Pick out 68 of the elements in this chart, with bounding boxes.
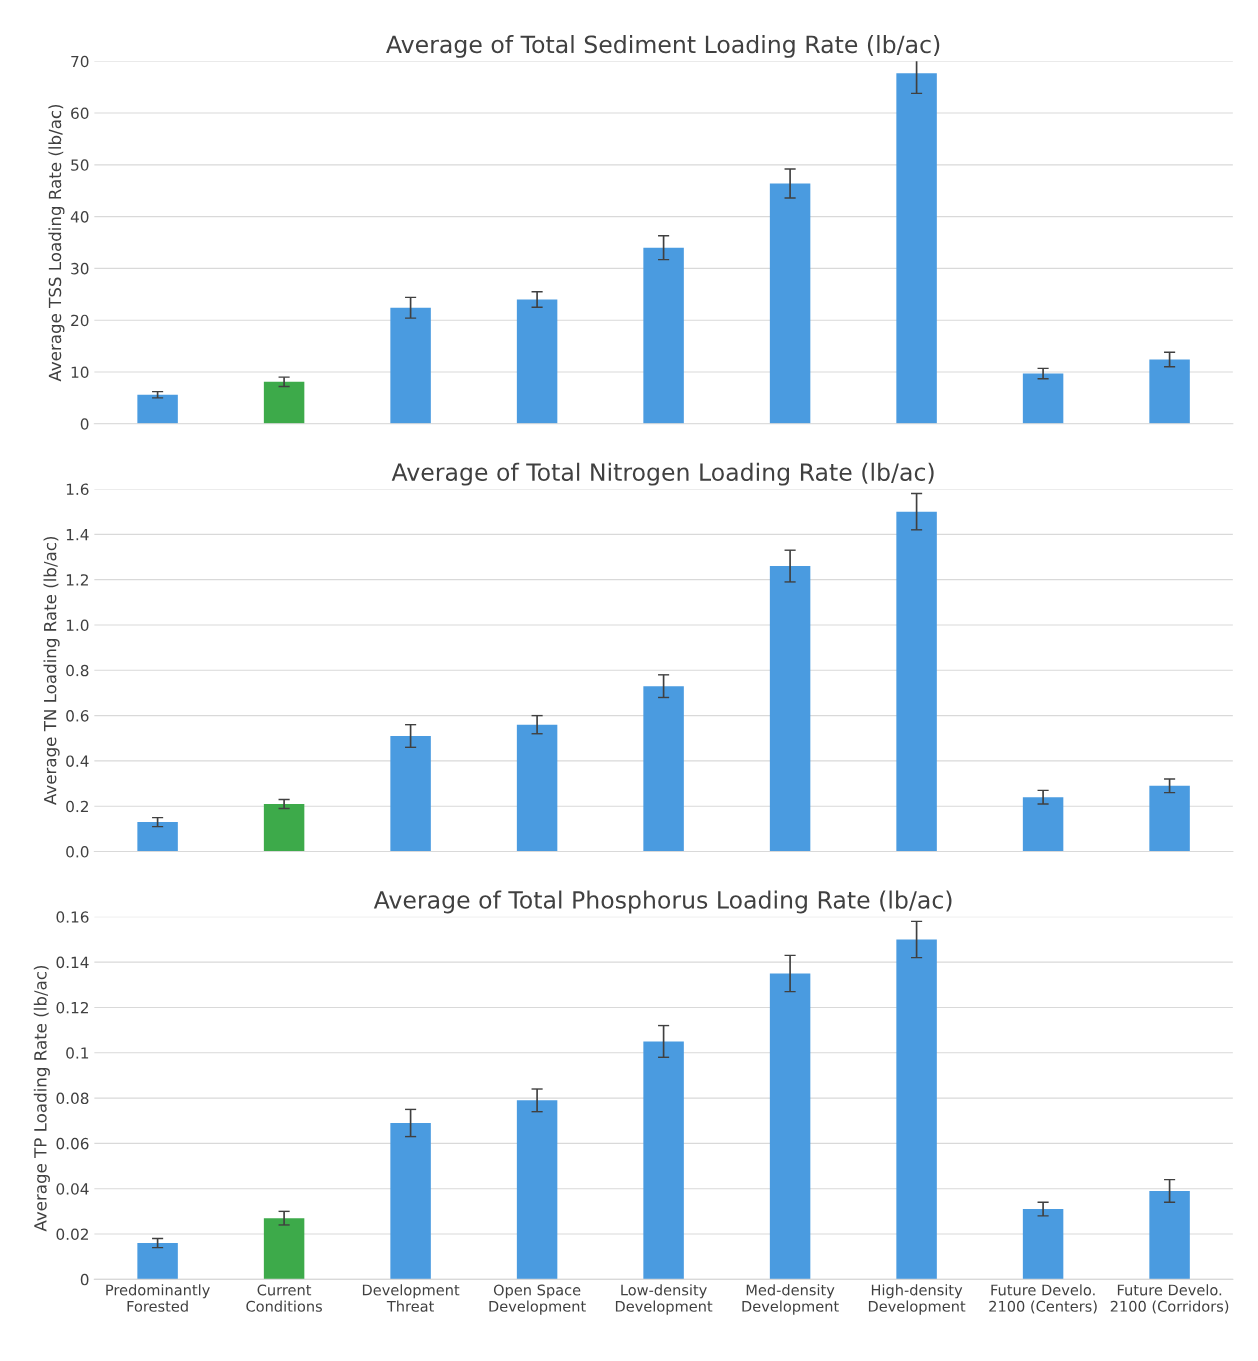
bar (1149, 1190, 1190, 1280)
y-tick-label: 0.8 (66, 664, 89, 677)
x-tick-label: Med-density Development (742, 1284, 839, 1315)
y-tick-label: 30 (71, 262, 89, 275)
bar (896, 939, 937, 1280)
y-tick-label: 0.02 (56, 1228, 88, 1241)
y-tick-label: 50 (71, 159, 89, 171)
bar (769, 183, 811, 424)
y-tick-label: 0.12 (56, 1001, 88, 1014)
y-tick-label: 1.6 (66, 483, 89, 496)
y-axis-title: Average TN Loading Rate (lb/ac) (43, 537, 60, 805)
bar (516, 1100, 558, 1280)
bar (769, 566, 811, 852)
y-tick-label: 20 (71, 314, 89, 327)
bar (263, 381, 305, 424)
x-tick-label: High-density Development (868, 1284, 966, 1315)
y-tick-label: 70 (71, 55, 89, 68)
bar (1149, 785, 1190, 852)
y-tick-label: 0.14 (56, 956, 89, 969)
y-tick-label: 1.4 (66, 529, 89, 541)
x-tick-label: Development Threat (362, 1284, 460, 1312)
bar (643, 1041, 684, 1280)
bar (137, 394, 178, 424)
y-tick-label: 0.16 (56, 911, 89, 923)
bar (896, 511, 937, 852)
chart-title: Average of Total Nitrogen Loading Rate (lb/ac) (391, 462, 934, 486)
bar (1022, 373, 1064, 424)
bar (263, 1218, 305, 1280)
y-tick-label: 0.08 (56, 1092, 89, 1105)
bar (643, 247, 684, 424)
y-tick-label: 0.1 (66, 1047, 89, 1059)
y-tick-label: 0.6 (66, 710, 89, 722)
y-tick-label: 0 (80, 1273, 89, 1286)
x-tick-label: Predominantly Forested (106, 1284, 210, 1312)
bar (1022, 797, 1064, 852)
bar (390, 736, 431, 852)
y-axis-title: Average TP Loading Rate (lb/ac) (33, 966, 50, 1232)
bar (390, 1123, 431, 1280)
chart-title: Average of Total Sediment Loading Rate (lb/ac) (386, 34, 940, 58)
bar (1022, 1209, 1064, 1280)
y-tick-label: 0.04 (56, 1183, 89, 1195)
x-tick-label: Current Conditions (246, 1284, 322, 1312)
y-tick-label: 10 (71, 366, 89, 379)
bar (516, 724, 558, 852)
bar (137, 822, 178, 852)
x-tick-label: Open Space Development (489, 1284, 586, 1315)
bar (516, 299, 558, 424)
x-tick-label: Future Develo. 2100 (Corridors) (1110, 1284, 1229, 1314)
bar (896, 73, 937, 424)
y-tick-label: 0.2 (66, 800, 88, 813)
y-axis-title: Average TSS Loading Rate (lb/ac) (48, 104, 65, 382)
x-tick-label: Low-density Development (615, 1284, 713, 1315)
y-tick-label: 0.0 (66, 846, 89, 858)
y-tick-label: 40 (70, 211, 89, 223)
bar (137, 1243, 178, 1280)
bar (390, 307, 431, 424)
x-tick-label: Future Develo. 2100 (Centers) (989, 1284, 1097, 1314)
y-tick-label: 0.06 (56, 1137, 89, 1150)
bar (1149, 359, 1190, 424)
y-tick-label: 1.2 (66, 574, 88, 586)
bar (769, 973, 811, 1280)
chart-title: Average of Total Phosphorus Loading Rate (lb/ac) (373, 890, 952, 914)
y-tick-label: 1.0 (66, 619, 89, 631)
bar (263, 803, 305, 852)
y-tick-label: 0 (80, 418, 89, 430)
y-tick-label: 0.4 (66, 755, 89, 767)
y-tick-label: 60 (71, 107, 89, 120)
bar (643, 686, 684, 852)
